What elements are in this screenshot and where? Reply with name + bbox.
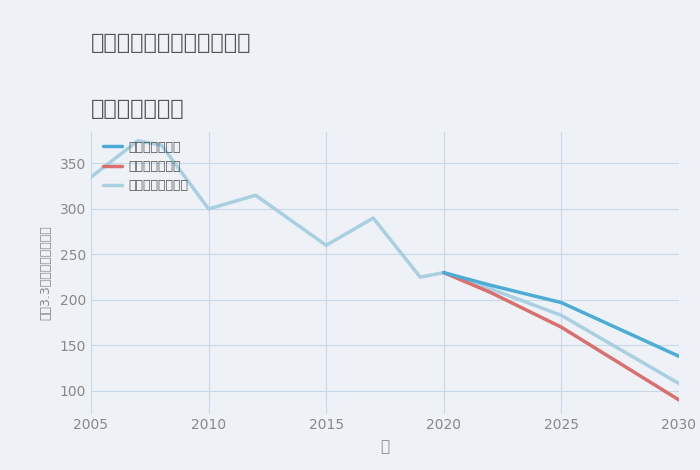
Text: 土地の価格推移: 土地の価格推移 [91, 99, 185, 119]
バッドシナリオ [440, 270, 448, 275]
グッドシナリオ [557, 300, 566, 306]
Y-axis label: 坪（3.3㎡）単価（万円）: 坪（3.3㎡）単価（万円） [40, 225, 52, 320]
Line: ノーマルシナリオ: ノーマルシナリオ [444, 273, 679, 384]
ノーマルシナリオ [675, 381, 683, 386]
Line: グッドシナリオ: グッドシナリオ [444, 273, 679, 356]
グッドシナリオ [486, 282, 495, 288]
グッドシナリオ [440, 270, 448, 275]
Legend: グッドシナリオ, バッドシナリオ, ノーマルシナリオ: グッドシナリオ, バッドシナリオ, ノーマルシナリオ [103, 141, 188, 192]
グッドシナリオ [675, 353, 683, 359]
バッドシナリオ [675, 397, 683, 403]
ノーマルシナリオ [440, 270, 448, 275]
X-axis label: 年: 年 [380, 439, 390, 454]
ノーマルシナリオ [557, 313, 566, 318]
Text: 東京都東村山市多摩湖町の: 東京都東村山市多摩湖町の [91, 33, 251, 53]
ノーマルシナリオ [486, 286, 495, 292]
Line: バッドシナリオ: バッドシナリオ [444, 273, 679, 400]
バッドシナリオ [486, 290, 495, 296]
バッドシナリオ [557, 324, 566, 330]
